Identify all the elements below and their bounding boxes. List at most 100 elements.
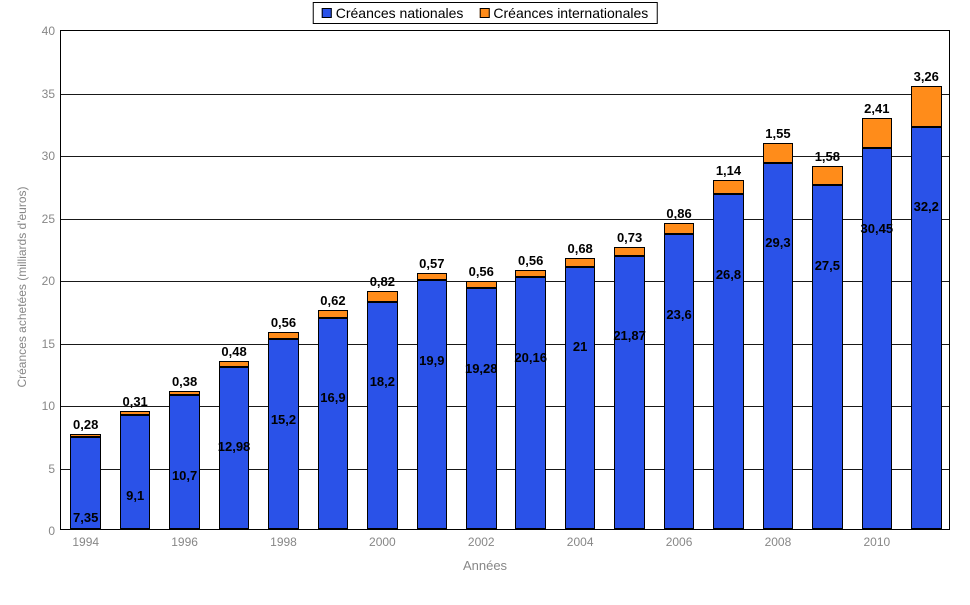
legend-label-national: Créances nationales	[336, 5, 464, 21]
y-tick-label: 35	[42, 87, 61, 101]
bar-label-international: 0,28	[73, 417, 98, 432]
y-axis-title: Créances achetées (milliards d'euros)	[15, 186, 29, 387]
y-tick-label: 5	[48, 462, 61, 476]
bar-label-national: 19,28	[465, 361, 498, 376]
bar-label-international: 0,57	[419, 256, 444, 271]
bar-group: 1,5529,3	[763, 143, 794, 529]
bar-label-international: 0,86	[666, 206, 691, 221]
bar-label-international: 0,31	[122, 394, 147, 409]
bar-label-international: 0,56	[518, 253, 543, 268]
bar-label-international: 0,56	[469, 264, 494, 279]
y-tick-label: 15	[42, 337, 61, 351]
bar-label-international: 1,14	[716, 163, 741, 178]
bar-label-national: 16,9	[320, 390, 345, 405]
bar-national	[318, 318, 349, 529]
bar-label-international: 1,58	[815, 149, 840, 164]
bar-national	[268, 339, 299, 529]
bar-label-national: 21	[573, 339, 587, 354]
bar-label-national: 30,45	[861, 221, 894, 236]
bar-international	[169, 391, 200, 396]
plot-area: 051015202530354019940,287,350,319,119960…	[60, 30, 950, 530]
bar-label-international: 0,62	[320, 293, 345, 308]
bar-group: 0,8218,2	[367, 291, 398, 529]
bar-group: 1,5827,5	[812, 166, 843, 530]
bar-group: 1,1426,8	[713, 180, 744, 529]
bar-label-international: 3,26	[914, 69, 939, 84]
bar-group: 0,287,35	[70, 434, 101, 529]
bar-national	[367, 302, 398, 530]
bar-label-national: 10,7	[172, 468, 197, 483]
legend-item-national: Créances nationales	[322, 5, 464, 21]
bar-group: 0,4812,98	[219, 361, 250, 529]
y-tick-label: 10	[42, 399, 61, 413]
bar-label-international: 0,56	[271, 315, 296, 330]
bar-international	[367, 291, 398, 301]
bar-group: 0,319,1	[120, 411, 151, 529]
legend-item-international: Créances internationales	[479, 5, 648, 21]
bar-label-national: 21,87	[613, 328, 646, 343]
x-tick-label: 2002	[468, 529, 495, 549]
legend-label-international: Créances internationales	[493, 5, 648, 21]
bar-international	[318, 310, 349, 318]
bar-label-international: 0,68	[567, 241, 592, 256]
bar-international	[713, 180, 744, 194]
bar-label-national: 15,2	[271, 412, 296, 427]
bar-international	[614, 247, 645, 256]
bar-label-national: 27,5	[815, 258, 840, 273]
bar-international	[763, 143, 794, 162]
y-tick-label: 0	[48, 524, 61, 538]
bar-national	[417, 280, 448, 529]
gridline	[61, 94, 949, 95]
bar-label-national: 29,3	[765, 235, 790, 250]
x-tick-label: 1998	[270, 529, 297, 549]
x-axis-title: Années	[463, 558, 507, 573]
bar-national	[812, 185, 843, 529]
bar-international	[911, 86, 942, 127]
bar-national	[169, 395, 200, 529]
bar-label-national: 12,98	[218, 439, 251, 454]
bar-international	[515, 270, 546, 277]
bar-group: 0,3810,7	[169, 391, 200, 530]
bar-international	[862, 118, 893, 148]
bar-label-national: 9,1	[126, 488, 144, 503]
bar-national	[763, 163, 794, 529]
x-tick-label: 2008	[765, 529, 792, 549]
y-tick-label: 20	[42, 274, 61, 288]
bar-label-national: 20,16	[514, 350, 547, 365]
y-tick-label: 30	[42, 149, 61, 163]
bar-national	[466, 288, 497, 529]
bar-group: 0,6216,9	[318, 310, 349, 529]
bar-label-national: 7,35	[73, 510, 98, 525]
bar-group: 0,5619,28	[466, 281, 497, 529]
x-tick-label: 1994	[72, 529, 99, 549]
bar-international	[120, 411, 151, 415]
bar-label-international: 0,82	[370, 274, 395, 289]
legend-swatch-national	[322, 8, 332, 18]
bar-group: 0,8623,6	[664, 223, 695, 529]
x-tick-label: 2006	[666, 529, 693, 549]
bar-international	[219, 361, 250, 367]
bar-international	[268, 332, 299, 339]
bar-label-international: 0,73	[617, 230, 642, 245]
chart-container: Créances nationales Créances internation…	[0, 0, 970, 605]
legend: Créances nationales Créances internation…	[313, 2, 658, 24]
bar-group: 3,2632,2	[911, 86, 942, 529]
bar-group: 0,5615,2	[268, 332, 299, 529]
bar-group: 0,7321,87	[614, 247, 645, 530]
x-tick-label: 1996	[171, 529, 198, 549]
bar-label-international: 0,48	[221, 344, 246, 359]
bar-national	[120, 415, 151, 529]
bar-group: 0,5719,9	[417, 273, 448, 529]
bar-national	[911, 127, 942, 530]
bar-label-international: 1,55	[765, 126, 790, 141]
bar-international	[70, 434, 101, 438]
bar-national	[664, 234, 695, 529]
bar-national	[862, 148, 893, 529]
bar-group: 0,5620,16	[515, 270, 546, 529]
bar-international	[565, 258, 596, 267]
bar-national	[515, 277, 546, 529]
bar-label-national: 23,6	[666, 307, 691, 322]
bar-international	[664, 223, 695, 234]
bar-national	[713, 194, 744, 529]
bar-group: 2,4130,45	[862, 118, 893, 529]
